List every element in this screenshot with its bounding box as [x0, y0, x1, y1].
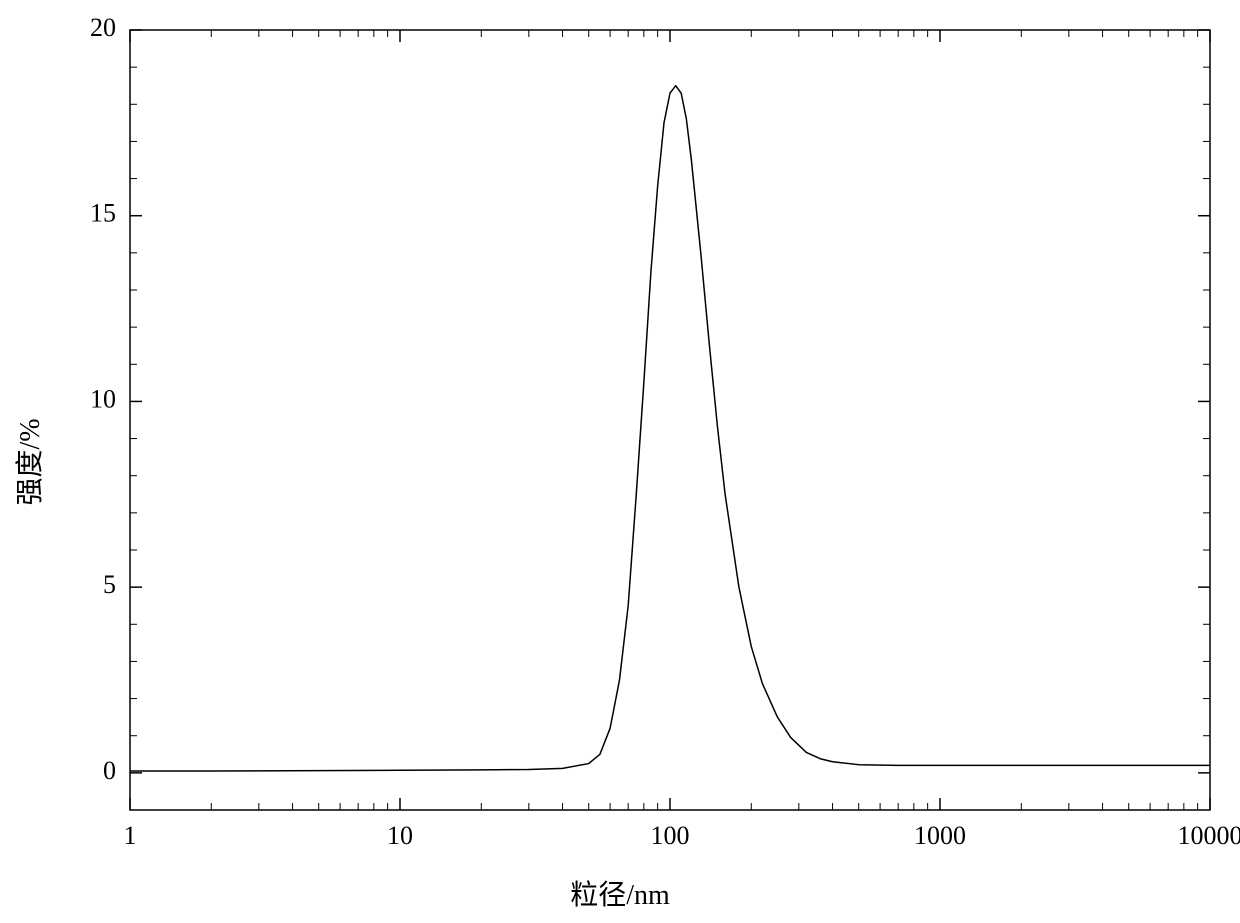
chart-svg: 0 5 10 15 20 1 10 100 1000 10000 — [0, 0, 1240, 923]
svg-text:10: 10 — [90, 384, 116, 413]
svg-text:15: 15 — [90, 199, 116, 228]
svg-text:20: 20 — [90, 13, 116, 42]
svg-text:10000: 10000 — [1178, 821, 1240, 850]
svg-text:100: 100 — [651, 821, 690, 850]
y-axis-label: 强度/% — [8, 418, 48, 505]
svg-text:1000: 1000 — [914, 821, 966, 850]
svg-text:0: 0 — [103, 756, 116, 785]
particle-size-distribution-chart: 强度/% 粒径/nm 0 5 10 15 20 1 10 100 1000 10000 — [0, 0, 1240, 923]
svg-text:5: 5 — [103, 570, 116, 599]
svg-text:1: 1 — [124, 821, 137, 850]
x-axis-label: 粒径/nm — [570, 873, 670, 913]
svg-text:10: 10 — [387, 821, 413, 850]
